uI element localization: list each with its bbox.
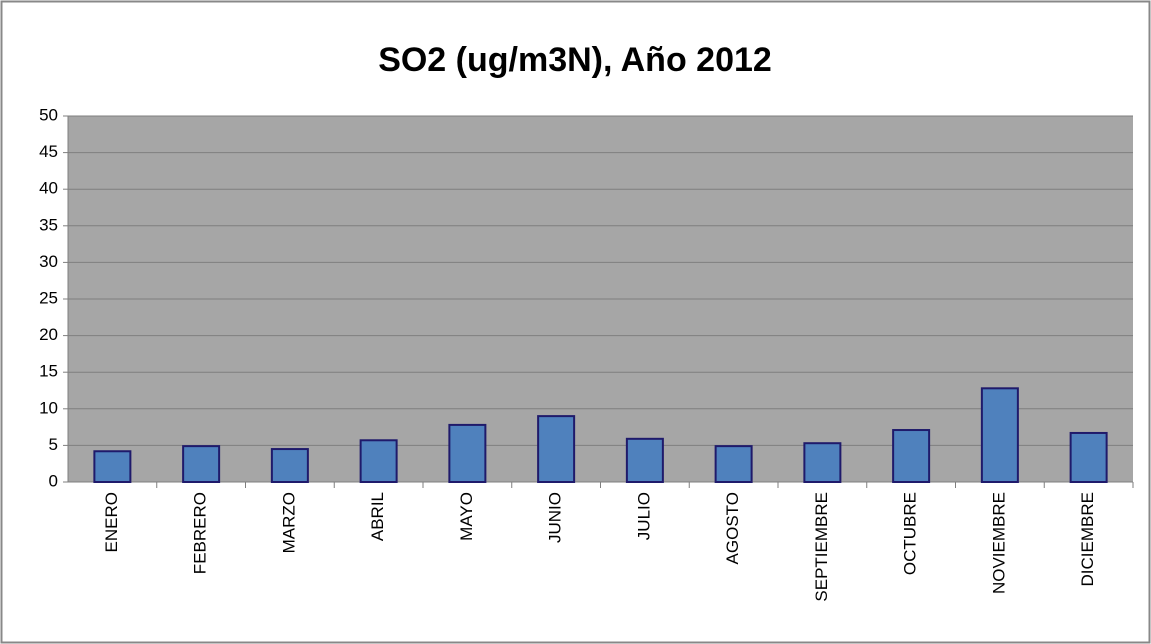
y-tick-label: 30: [39, 252, 58, 271]
x-tick-label: SEPTIEMBRE: [812, 492, 831, 602]
y-tick-label: 40: [39, 179, 58, 198]
bar: [1069, 431, 1108, 483]
y-tick-label: 15: [39, 362, 58, 381]
x-tick-label: MAYO: [457, 492, 476, 541]
bar: [93, 450, 132, 484]
x-tick-label: ENERO: [102, 492, 121, 552]
y-tick-label: 35: [39, 215, 58, 234]
x-tick-label: NOVIEMBRE: [989, 492, 1008, 594]
bar: [448, 423, 487, 483]
bar: [714, 445, 753, 483]
bar: [803, 442, 842, 484]
x-tick-label: FEBRERO: [191, 492, 210, 574]
bar: [537, 415, 576, 483]
bar: [625, 437, 664, 484]
bar: [892, 429, 931, 484]
y-tick-label: 45: [39, 142, 58, 161]
y-tick-label: 25: [39, 288, 58, 307]
bar: [359, 439, 398, 483]
x-tick-label: AGOSTO: [723, 492, 742, 564]
x-tick-label: ABRIL: [368, 492, 387, 541]
x-tick-label: OCTUBRE: [901, 492, 920, 575]
y-tick-label: 10: [39, 398, 58, 417]
x-tick-label: JULIO: [634, 492, 653, 540]
x-tick-label: DICIEMBRE: [1078, 492, 1097, 586]
y-tick-label: 50: [39, 105, 58, 124]
x-tick-label: JUNIO: [546, 492, 565, 543]
bar: [980, 387, 1019, 483]
y-tick-label: 20: [39, 325, 58, 344]
y-tick-label: 0: [49, 471, 58, 490]
bar: [270, 448, 309, 483]
y-tick-label: 5: [49, 435, 58, 454]
x-tick-label: MARZO: [279, 492, 298, 553]
chart-title: SO2 (ug/m3N), Año 2012: [378, 41, 772, 79]
bar: [182, 445, 221, 483]
